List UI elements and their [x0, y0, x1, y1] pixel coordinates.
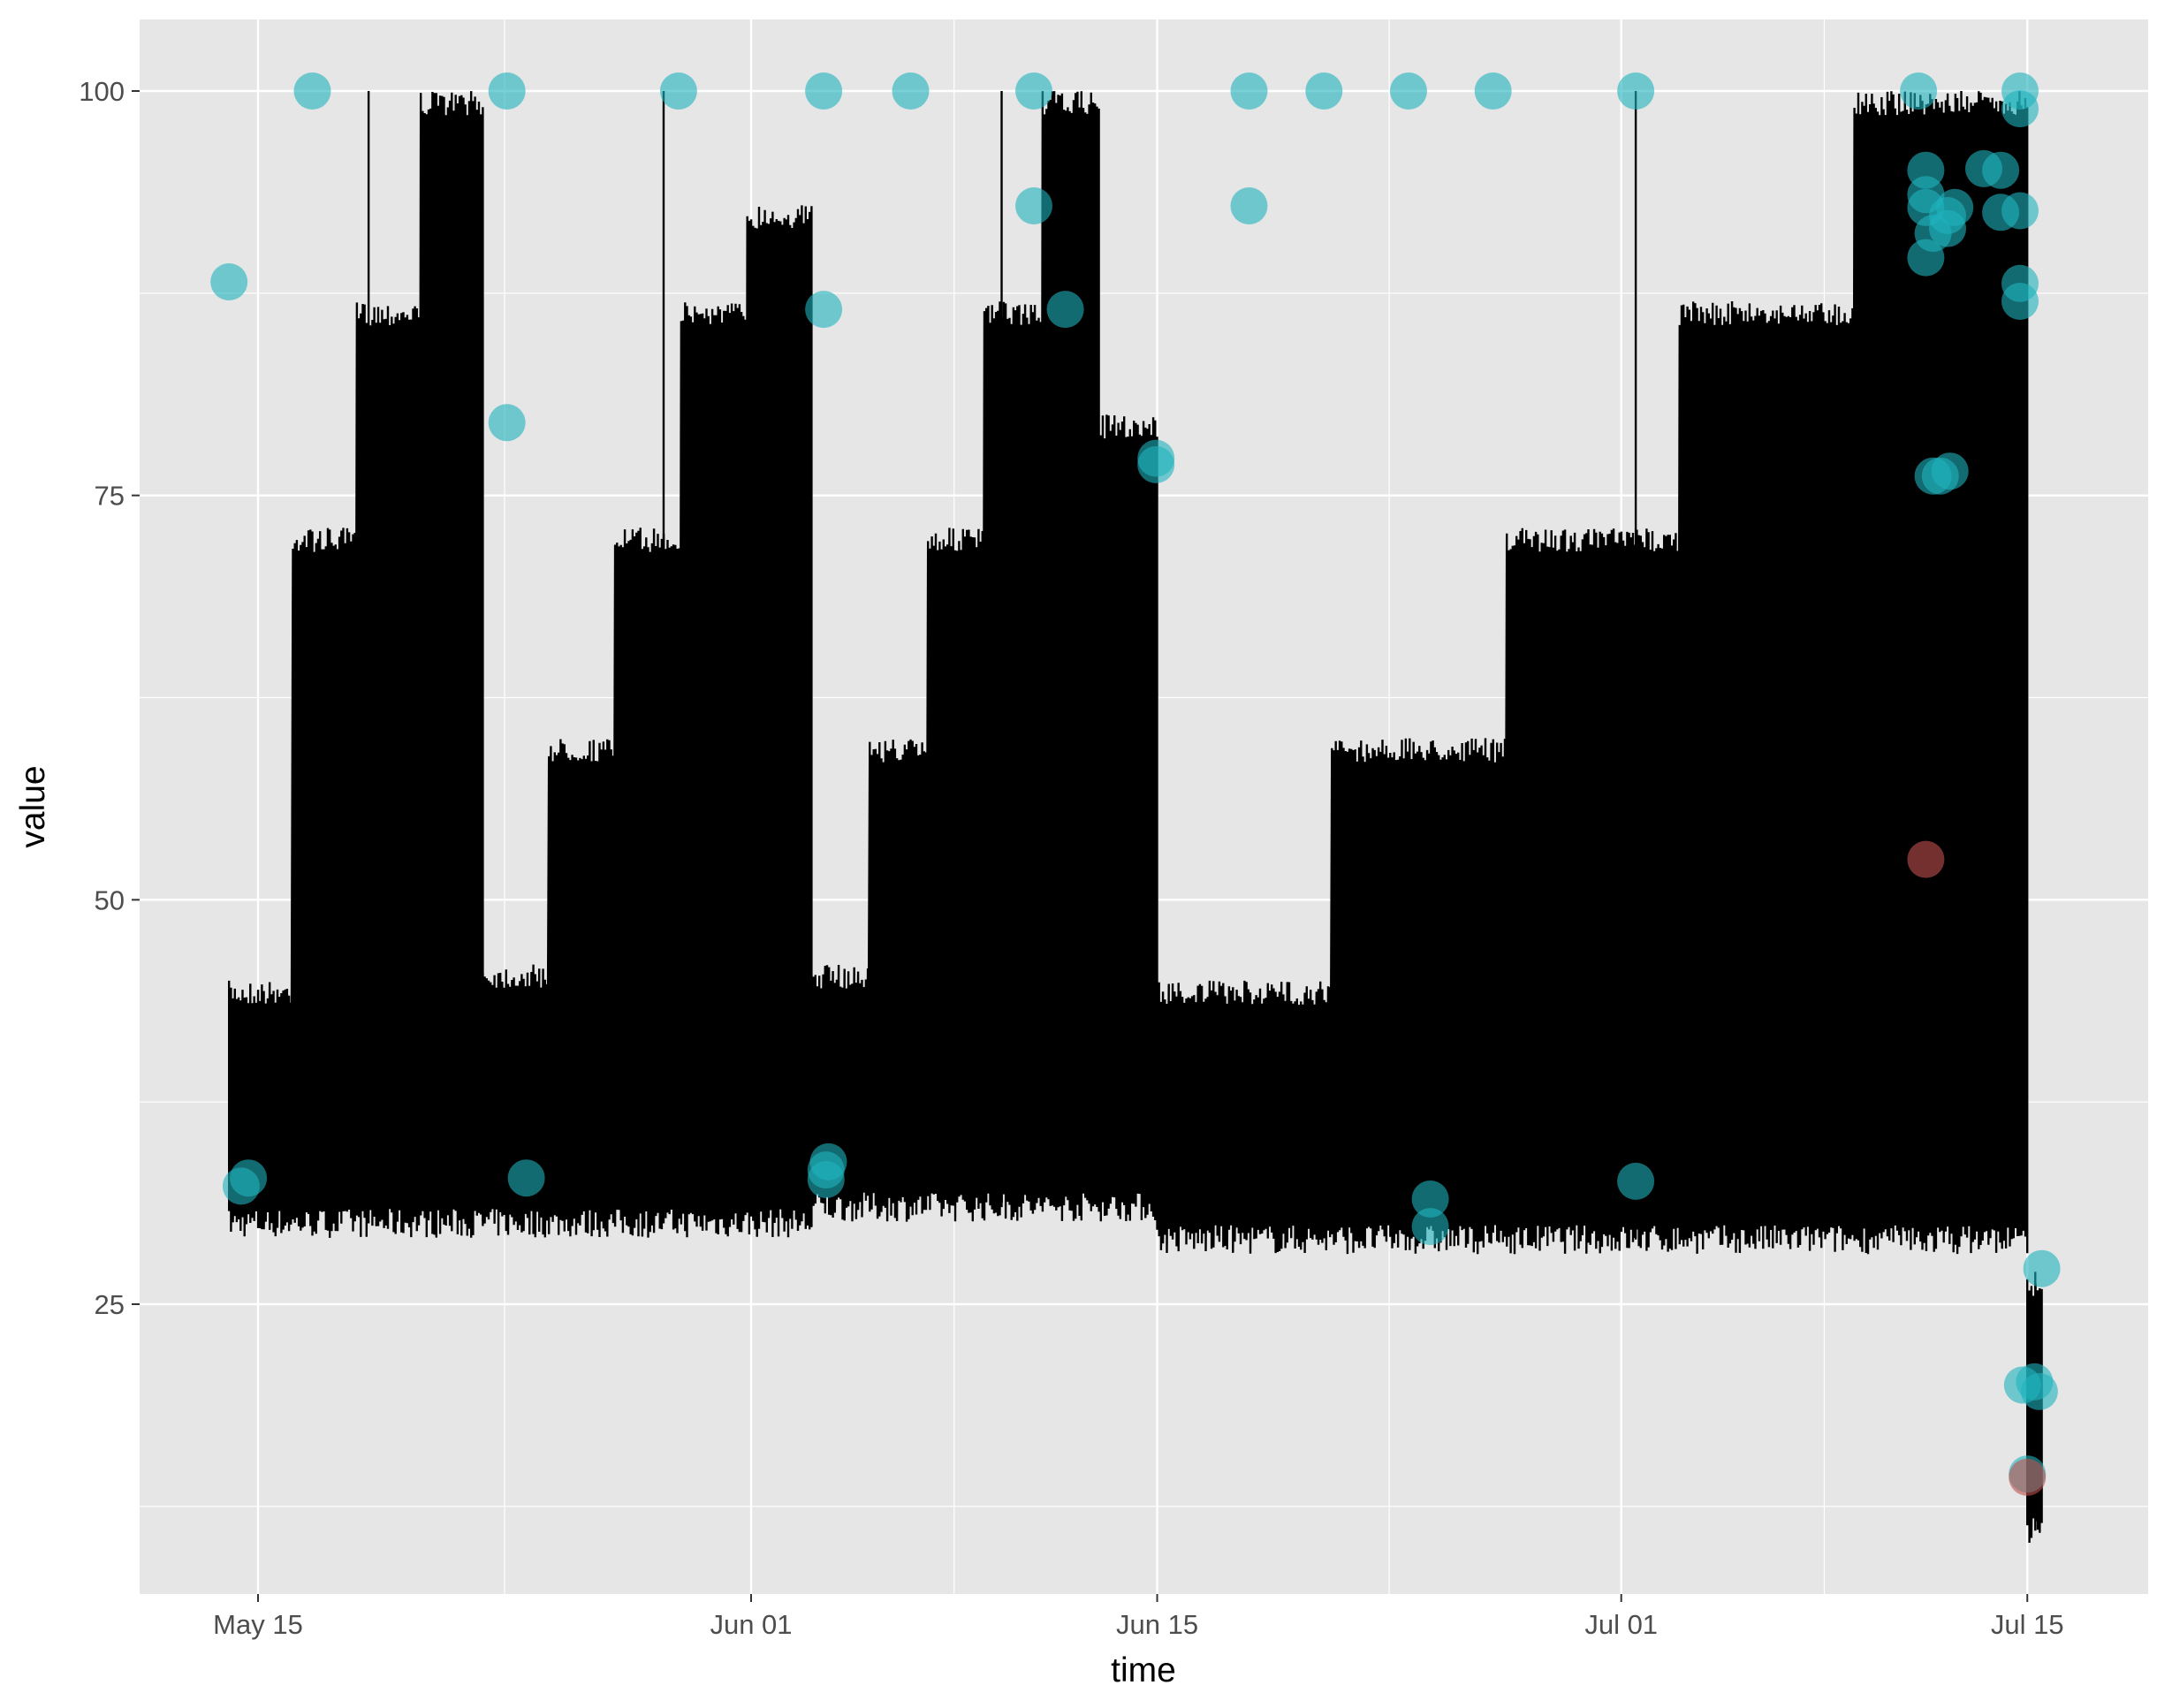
scatter-point: [1411, 1180, 1449, 1218]
scatter-point: [1931, 452, 1969, 490]
scatter-point: [1936, 188, 1974, 226]
value-line-series: [228, 90, 2043, 1544]
scatter-point: [2001, 90, 2039, 128]
line-segment: [1156, 90, 2029, 1255]
scatter-point: [2020, 1372, 2058, 1410]
scatter-point: [1900, 72, 1938, 110]
scatter-point: [2001, 192, 2039, 230]
line-segment: [810, 91, 1158, 1222]
x-axis-tick-labels: May 15 Jun 01 Jun 15 Jul 01 Jul 15: [213, 1609, 2063, 1640]
scatter-point: [293, 72, 331, 110]
x-tick-label: Jun 15: [1116, 1609, 1198, 1640]
scatter-point: [1617, 1162, 1655, 1200]
scatter-point: [809, 1142, 847, 1180]
y-axis-tick-labels: 25 50 75 100: [79, 76, 125, 1320]
scatter-point: [1390, 72, 1427, 110]
x-axis-title: time: [1111, 1651, 1176, 1689]
scatter-point: [1411, 1208, 1449, 1246]
scatter-point: [210, 263, 248, 300]
scatter-point: [1230, 72, 1268, 110]
line-segment: [482, 205, 813, 1238]
scatter-point: [2009, 1458, 2047, 1496]
x-tick-label: Jul 01: [1584, 1609, 1658, 1640]
y-tick-label: 75: [95, 481, 125, 512]
scatter-point: [1230, 187, 1268, 224]
scatter-point: [892, 72, 930, 110]
scatter-point: [1015, 72, 1052, 110]
scatter-point: [2023, 1249, 2061, 1287]
scatter-point: [230, 1159, 268, 1197]
scatter-point: [1046, 291, 1084, 329]
scatter-point: [1982, 151, 2020, 189]
scatter-point: [659, 72, 697, 110]
x-tick-label: Jul 15: [1991, 1609, 2064, 1640]
scatter-points: [210, 72, 2061, 1496]
scatter-point: [1907, 840, 1945, 878]
y-axis-title: value: [14, 765, 52, 847]
scatter-point: [1305, 72, 1343, 110]
scatter-point: [2001, 283, 2039, 320]
scatter-point: [507, 1159, 545, 1197]
y-tick-label: 25: [95, 1289, 125, 1320]
line-segment: [228, 91, 484, 1238]
y-tick-label: 50: [95, 884, 125, 915]
scatter-point: [1137, 445, 1175, 483]
scatter-point: [488, 72, 526, 110]
x-tick-label: May 15: [213, 1609, 303, 1640]
y-tick-label: 100: [79, 76, 125, 107]
scatter-point: [805, 72, 843, 110]
axis-ticks: [132, 90, 2029, 1602]
scatter-point: [805, 291, 843, 329]
x-tick-label: Jun 01: [710, 1609, 792, 1640]
scatter-point: [488, 404, 526, 442]
scatter-point: [1617, 72, 1655, 110]
scatter-point: [1474, 72, 1512, 110]
scatter-point: [1015, 187, 1052, 224]
